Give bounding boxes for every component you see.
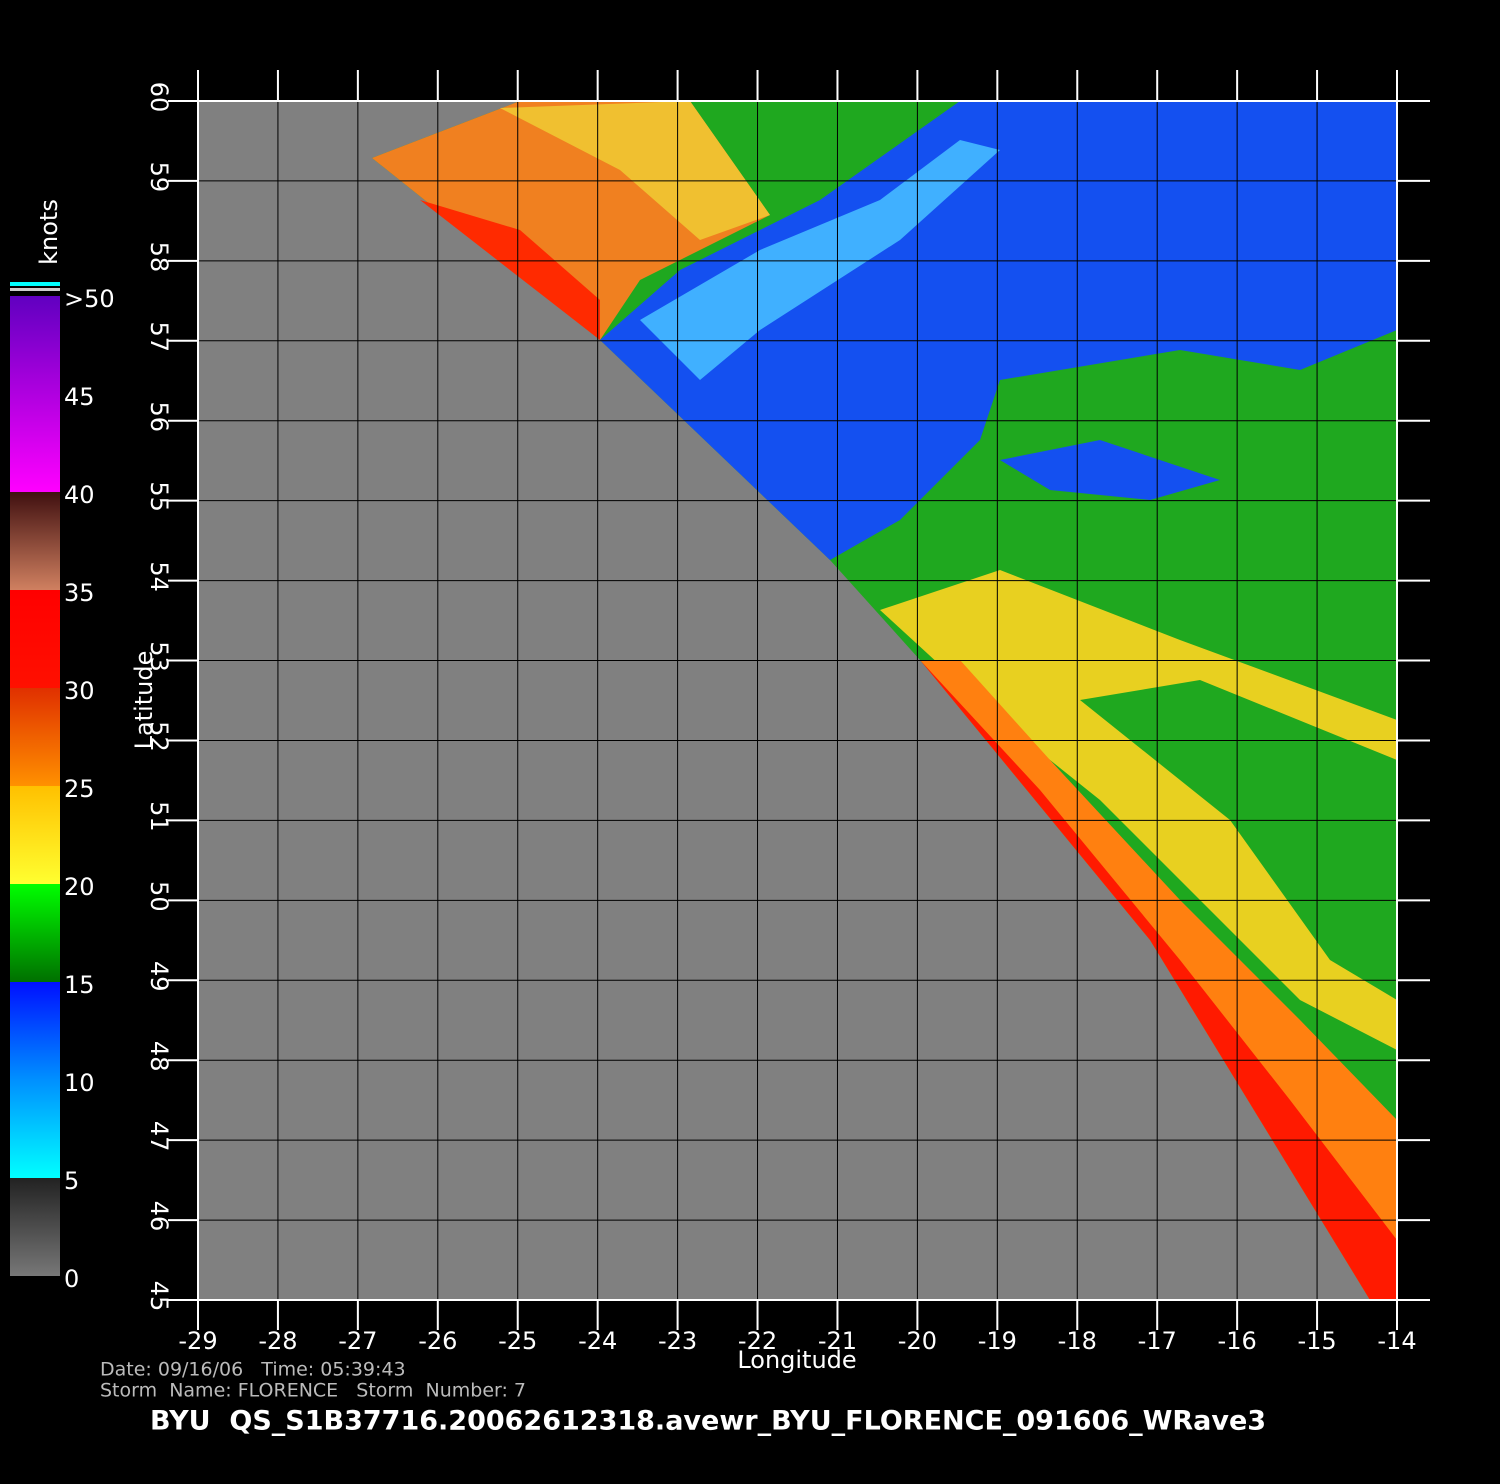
- x-tick-label: -22: [738, 1327, 777, 1355]
- colorbar-cap: [10, 282, 60, 286]
- moderate-band-s: [880, 570, 1397, 1050]
- colorbar-tick-label: 35: [64, 579, 95, 607]
- y-axis-label: Latitude: [130, 651, 158, 750]
- x-tick-label: -16: [1218, 1327, 1257, 1355]
- colorbar-tick-label: >50: [64, 285, 115, 313]
- colorbar-tick-label: 15: [64, 971, 95, 999]
- y-tick-label: 53: [145, 641, 173, 672]
- x-tick-label: -20: [898, 1327, 937, 1355]
- colorbar-tick-label: 30: [64, 677, 95, 705]
- y-tick-label: 49: [145, 961, 173, 992]
- green-tongue: [1080, 680, 1397, 1000]
- x-axis-label: Longitude: [737, 1346, 856, 1374]
- y-tick-label: 52: [145, 721, 173, 752]
- y-tick-label: 59: [145, 162, 173, 193]
- y-tick-label: 55: [145, 481, 173, 512]
- grid: [168, 70, 1430, 1330]
- date-line: Date: 09/16/06 Time: 05:39:43: [100, 1359, 406, 1381]
- x-tick-label: -18: [1058, 1327, 1097, 1355]
- colorbar-tick-label: 40: [64, 481, 95, 509]
- colorbar-tick-label: 45: [64, 383, 95, 411]
- x-tick-label: -28: [258, 1327, 297, 1355]
- y-tick-label: 46: [145, 1201, 173, 1232]
- y-tick-label: 56: [145, 401, 173, 432]
- y-tick-label: 58: [145, 242, 173, 273]
- colorbar-tick-label: 0: [64, 1265, 79, 1293]
- y-tick-label: 47: [145, 1121, 173, 1152]
- x-tick-label: -23: [658, 1327, 697, 1355]
- x-tick-label: -17: [1138, 1327, 1177, 1355]
- x-tick-label: -24: [578, 1327, 617, 1355]
- moderate-wind-nw: [500, 101, 770, 240]
- plot-frame: [197, 100, 1398, 1301]
- y-tick-label: 60: [145, 82, 173, 113]
- x-tick-label: -15: [1297, 1327, 1336, 1355]
- x-tick-label: -29: [178, 1327, 217, 1355]
- x-tick-label: -27: [338, 1327, 377, 1355]
- colorbar: [10, 296, 60, 1276]
- swath: [372, 101, 1397, 1300]
- y-tick-label: 54: [145, 561, 173, 592]
- y-tick-label: 50: [145, 881, 173, 912]
- y-tick-label: 48: [145, 1041, 173, 1072]
- x-tick-label: -14: [1377, 1327, 1416, 1355]
- colorbar-tick-label: 10: [64, 1069, 95, 1097]
- colorbar-cap: [10, 288, 60, 291]
- red-edge-nw: [420, 200, 600, 340]
- colorbar-tick-label: 5: [64, 1167, 79, 1195]
- file-title: BYU QS_S1B37716.20062612318.avewr_BYU_FL…: [150, 1406, 1266, 1437]
- colorbar-label: knots: [35, 199, 63, 265]
- colorbar-tick-label: 20: [64, 873, 95, 901]
- colorbar-tick-label: 25: [64, 775, 95, 803]
- y-tick-label: 51: [145, 801, 173, 832]
- x-tick-label: -26: [418, 1327, 457, 1355]
- x-tick-label: -21: [818, 1327, 857, 1355]
- storm-line: Storm Name: FLORENCE Storm Number: 7: [100, 1380, 526, 1402]
- low-wind: [600, 101, 1397, 560]
- lowest-wind: [640, 140, 1000, 380]
- y-tick-label: 57: [145, 322, 173, 353]
- x-tick-label: -25: [498, 1327, 537, 1355]
- y-tick-label: 45: [145, 1281, 173, 1312]
- low-wind-patch: [1000, 440, 1220, 500]
- x-tick-label: -19: [978, 1327, 1017, 1355]
